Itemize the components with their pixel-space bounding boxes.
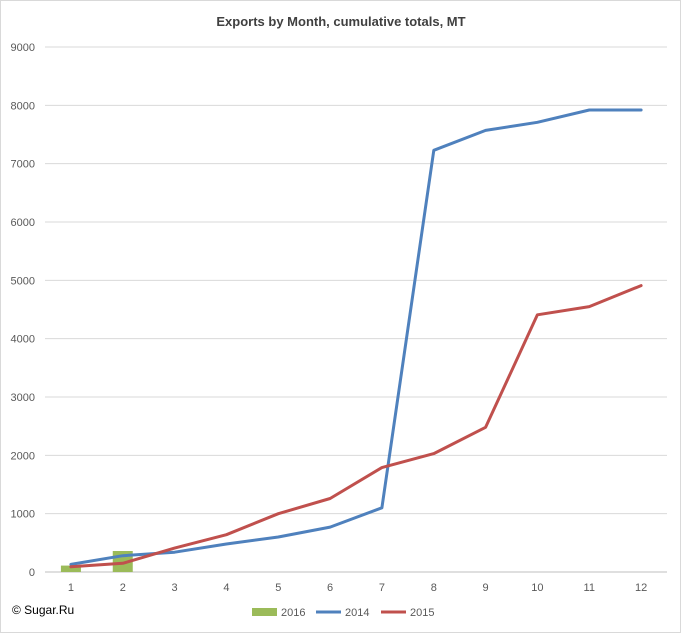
x-tick-label: 7 [379,582,385,594]
y-tick-label: 2000 [11,450,35,462]
x-tick-label: 2 [120,582,126,594]
x-tick-label: 4 [223,582,229,594]
x-tick-label: 11 [584,582,595,594]
x-tick-label: 9 [483,582,489,594]
x-tick-label: 1 [68,582,74,594]
line-series [69,108,643,569]
y-tick-label: 3000 [11,392,35,404]
legend-label-2014: 2014 [345,607,369,619]
line-series-2014 [69,108,643,566]
y-tick-label: 0 [29,567,35,579]
legend: 2016 2014 2015 [252,607,434,619]
legend-swatch-2016 [252,608,277,616]
x-axis-tick-labels: 1 2 3 4 5 6 7 8 9 10 11 12 [68,582,647,594]
legend-label-2015: 2015 [410,607,434,619]
x-tick-label: 8 [431,582,437,594]
y-tick-label: 7000 [11,159,35,171]
y-tick-label: 6000 [11,217,35,229]
y-tick-label: 8000 [11,100,35,112]
x-tick-label: 12 [635,582,647,594]
x-tick-label: 3 [172,582,178,594]
y-axis-tick-labels: 0 1000 2000 3000 4000 5000 6000 7000 8000 9000 [11,42,35,579]
line-series-2015 [69,284,643,569]
gridlines [45,46,667,573]
copyright-notice: © Sugar.Ru [12,603,75,617]
y-tick-label: 9000 [11,42,35,54]
y-tick-label: 1000 [11,509,35,521]
y-tick-label: 5000 [11,275,35,287]
y-tick-label: 4000 [11,334,35,346]
x-tick-label: 5 [275,582,281,594]
bar-2016-1 [60,565,81,572]
x-tick-label: 6 [327,582,333,594]
chart-title: Exports by Month, cumulative totals, MT [216,14,465,29]
legend-label-2016: 2016 [281,607,305,619]
x-tick-label: 10 [531,582,543,594]
